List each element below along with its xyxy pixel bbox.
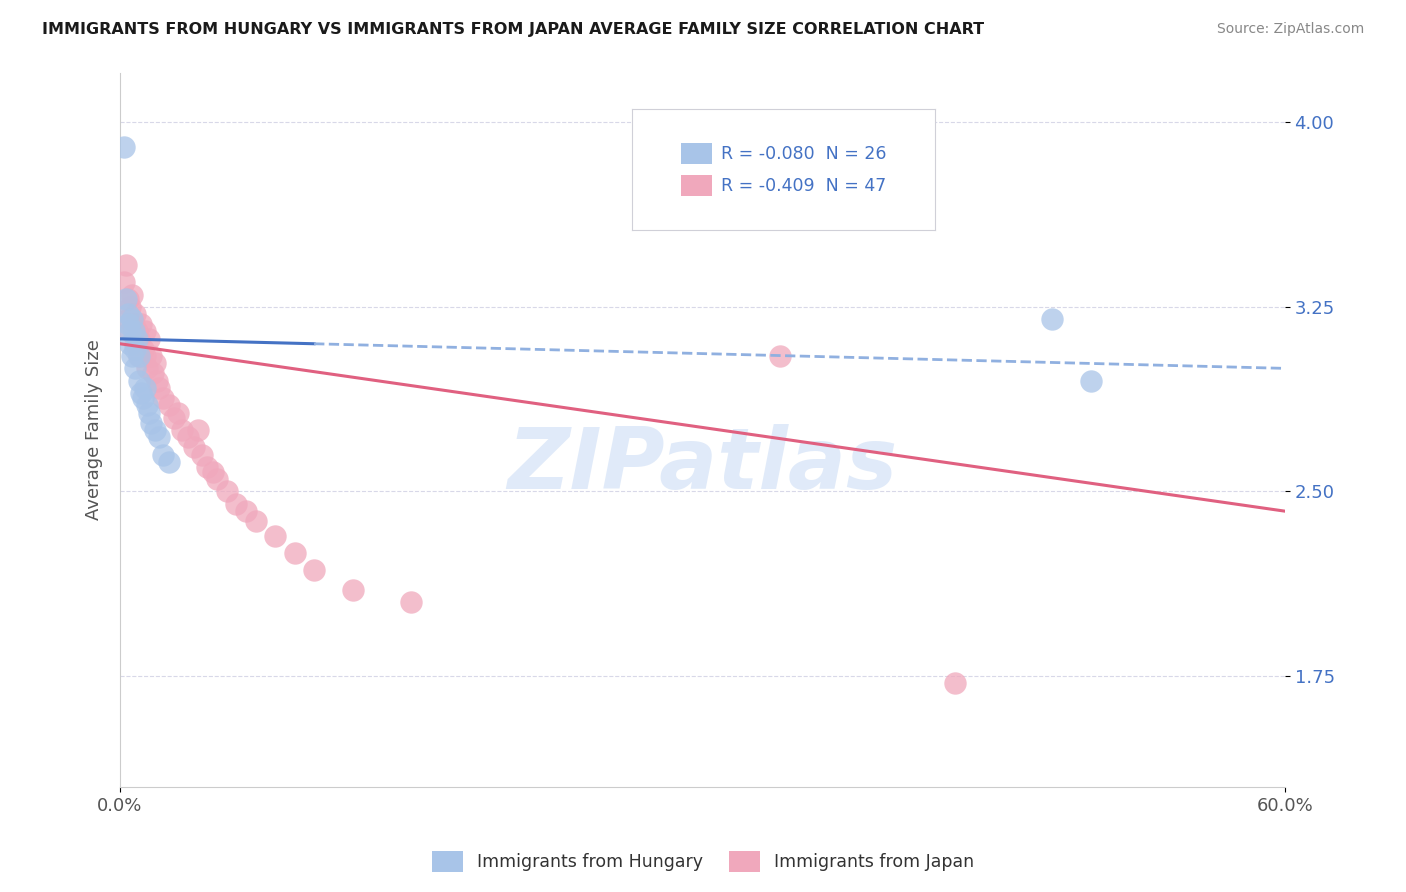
Point bbox=[148, 430, 170, 444]
Point bbox=[122, 325, 145, 339]
Point bbox=[136, 398, 159, 412]
Point bbox=[143, 356, 166, 370]
Point bbox=[245, 514, 267, 528]
Text: ZIPatlas: ZIPatlas bbox=[508, 424, 897, 507]
Point bbox=[148, 381, 170, 395]
Point bbox=[142, 366, 165, 380]
Point bbox=[122, 317, 145, 331]
Text: IMMIGRANTS FROM HUNGARY VS IMMIGRANTS FROM JAPAN AVERAGE FAMILY SIZE CORRELATION: IMMIGRANTS FROM HUNGARY VS IMMIGRANTS FR… bbox=[42, 22, 984, 37]
Point bbox=[235, 504, 257, 518]
Point bbox=[1040, 312, 1063, 326]
Point bbox=[121, 312, 143, 326]
Point bbox=[152, 448, 174, 462]
Point bbox=[128, 332, 150, 346]
Point bbox=[205, 472, 228, 486]
Point bbox=[143, 423, 166, 437]
Legend: Immigrants from Hungary, Immigrants from Japan: Immigrants from Hungary, Immigrants from… bbox=[425, 844, 981, 879]
Point bbox=[195, 459, 218, 474]
Point bbox=[163, 410, 186, 425]
Point bbox=[134, 381, 156, 395]
Point bbox=[167, 406, 190, 420]
Point bbox=[114, 258, 136, 272]
Point bbox=[134, 325, 156, 339]
Point bbox=[172, 423, 194, 437]
Point bbox=[264, 529, 287, 543]
Point bbox=[132, 391, 155, 405]
Point bbox=[117, 312, 139, 326]
Point bbox=[225, 497, 247, 511]
Point bbox=[124, 336, 146, 351]
Point bbox=[187, 423, 209, 437]
Point bbox=[943, 676, 966, 690]
Point bbox=[342, 582, 364, 597]
Point bbox=[215, 484, 238, 499]
Point bbox=[112, 275, 135, 289]
Point bbox=[131, 317, 153, 331]
Y-axis label: Average Family Size: Average Family Size bbox=[86, 340, 103, 520]
Point bbox=[132, 342, 155, 356]
Point bbox=[124, 361, 146, 376]
Point bbox=[117, 317, 139, 331]
Point bbox=[118, 336, 141, 351]
Point bbox=[121, 349, 143, 363]
Point bbox=[139, 416, 162, 430]
Point bbox=[117, 307, 139, 321]
Point bbox=[1080, 374, 1102, 388]
Point bbox=[124, 342, 146, 356]
Point bbox=[114, 293, 136, 307]
Point bbox=[138, 332, 160, 346]
Point bbox=[284, 546, 307, 560]
Point bbox=[121, 287, 143, 301]
Point bbox=[112, 140, 135, 154]
Point bbox=[128, 349, 150, 363]
Point bbox=[157, 398, 180, 412]
Point bbox=[128, 349, 150, 363]
Point bbox=[118, 325, 141, 339]
Point bbox=[124, 307, 146, 321]
Point bbox=[117, 293, 139, 307]
Point bbox=[127, 332, 149, 346]
Point bbox=[146, 374, 169, 388]
Point bbox=[128, 374, 150, 388]
Point bbox=[152, 391, 174, 405]
Point bbox=[118, 325, 141, 339]
Text: Source: ZipAtlas.com: Source: ZipAtlas.com bbox=[1216, 22, 1364, 37]
Point bbox=[131, 386, 153, 401]
Point bbox=[134, 349, 156, 363]
Point bbox=[157, 455, 180, 469]
Point bbox=[139, 349, 162, 363]
Point bbox=[127, 325, 149, 339]
Point bbox=[183, 440, 205, 454]
Point bbox=[118, 300, 141, 314]
Point bbox=[136, 361, 159, 376]
Point bbox=[399, 595, 422, 609]
Point bbox=[177, 430, 200, 444]
Point bbox=[769, 349, 792, 363]
Point bbox=[302, 563, 325, 577]
Point bbox=[202, 465, 225, 479]
Point bbox=[138, 406, 160, 420]
Point bbox=[190, 448, 212, 462]
